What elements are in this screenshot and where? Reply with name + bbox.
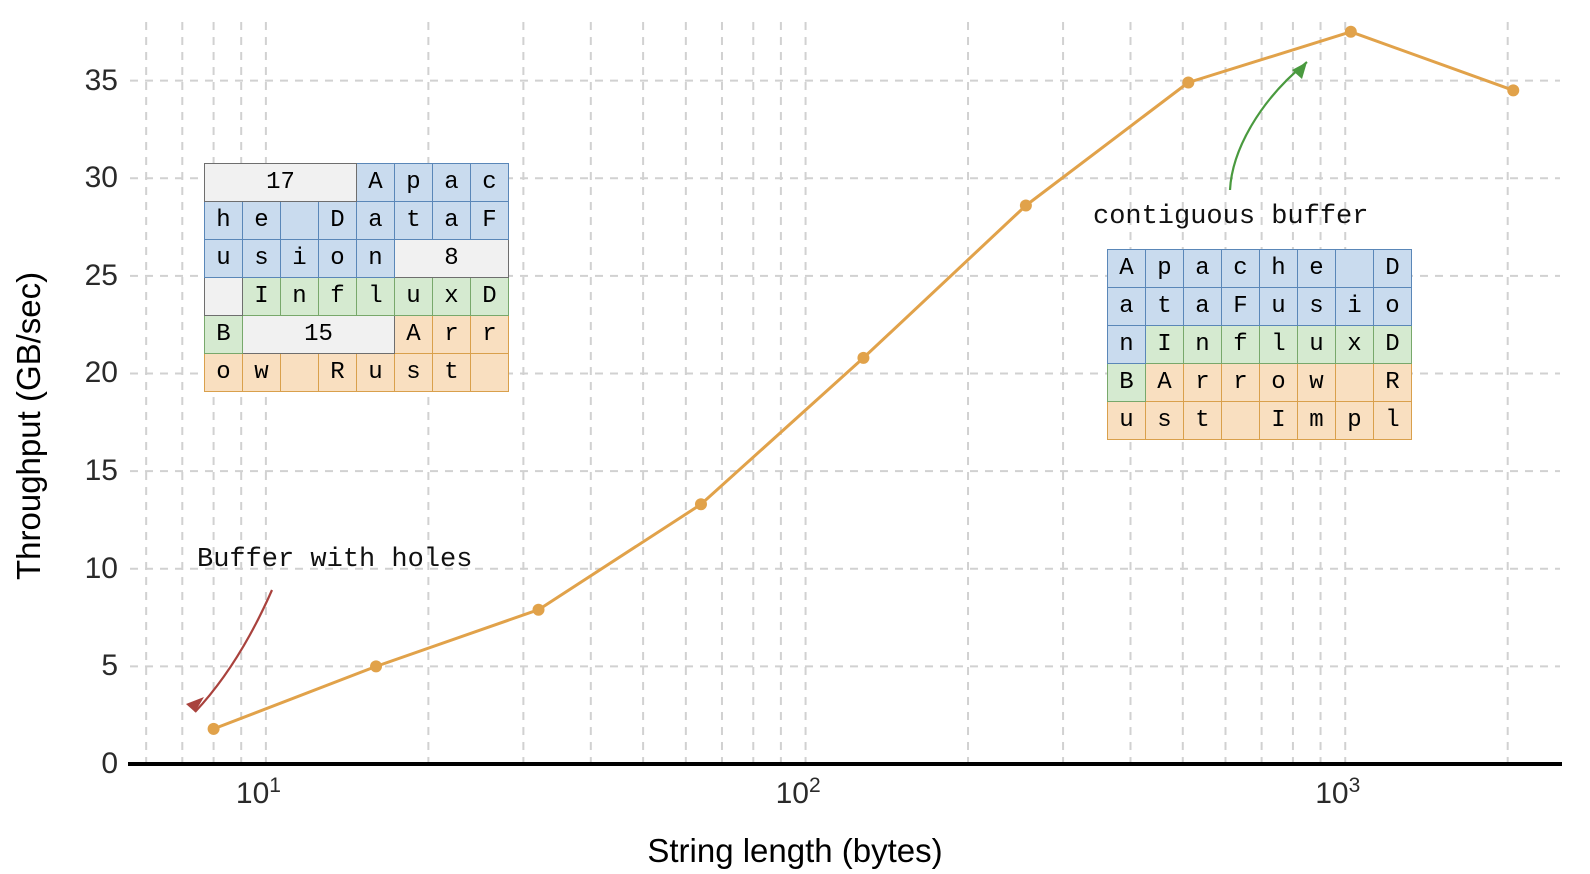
- table-cell: r: [433, 316, 471, 354]
- table-cell: [1222, 402, 1260, 440]
- table-cell: A: [357, 164, 395, 202]
- table-cell: [281, 354, 319, 392]
- x-axis-label: String length (bytes): [0, 832, 1590, 870]
- table-cell: c: [471, 164, 509, 202]
- table-cell: s: [243, 240, 281, 278]
- table-cell: r: [1222, 364, 1260, 402]
- table-cell: p: [1336, 402, 1374, 440]
- table-cell: n: [1108, 326, 1146, 364]
- y-tick: 0: [101, 747, 118, 781]
- table-cell: x: [433, 278, 471, 316]
- table-cell: 8: [395, 240, 509, 278]
- table-cell: t: [1184, 402, 1222, 440]
- y-tick: 15: [85, 454, 118, 488]
- annotation-buffer-with-holes: Buffer with holes: [197, 545, 472, 575]
- x-tick: 101: [236, 774, 281, 811]
- table-cell: e: [243, 202, 281, 240]
- table-cell: w: [243, 354, 281, 392]
- table-cell: w: [1298, 364, 1336, 402]
- table-cell: 17: [205, 164, 357, 202]
- figure: Throughput (GB/sec) String length (bytes…: [0, 0, 1590, 874]
- table-cell: n: [357, 240, 395, 278]
- table-cell: B: [1108, 364, 1146, 402]
- table-cell: a: [1184, 250, 1222, 288]
- table-cell: a: [357, 202, 395, 240]
- table-cell: s: [395, 354, 433, 392]
- table-cell: l: [1374, 402, 1412, 440]
- table-cell: I: [1260, 402, 1298, 440]
- table-cell: o: [1374, 288, 1412, 326]
- table-cell: h: [1260, 250, 1298, 288]
- table-cell: s: [1298, 288, 1336, 326]
- table-cell: t: [395, 202, 433, 240]
- table-cell: f: [1222, 326, 1260, 364]
- table-cell: h: [205, 202, 243, 240]
- table-cell: r: [471, 316, 509, 354]
- table-cell: R: [1374, 364, 1412, 402]
- table-cell: p: [395, 164, 433, 202]
- y-tick: 10: [85, 552, 118, 586]
- table-cell: D: [1374, 250, 1412, 288]
- y-tick: 5: [101, 649, 118, 683]
- table-cell: n: [1184, 326, 1222, 364]
- y-tick: 25: [85, 259, 118, 293]
- table-cell: a: [433, 164, 471, 202]
- inset-table-contiguous-buffer: ApacheDataFusionInfluxDBArrowRustImpl: [1107, 249, 1412, 440]
- table-cell: t: [433, 354, 471, 392]
- table-cell: l: [357, 278, 395, 316]
- table-cell: u: [395, 278, 433, 316]
- table-cell: A: [1108, 250, 1146, 288]
- inset-table-buffer-with-holes: 17ApacheDataFusion8InfluxDB15ArrowRust: [204, 163, 509, 392]
- table-cell: B: [205, 316, 243, 354]
- table-cell: [471, 354, 509, 392]
- table-cell: u: [357, 354, 395, 392]
- table-cell: u: [205, 240, 243, 278]
- table-cell: m: [1298, 402, 1336, 440]
- y-tick: 35: [85, 64, 118, 98]
- table-cell: u: [1108, 402, 1146, 440]
- table-cell: R: [319, 354, 357, 392]
- table-cell: D: [471, 278, 509, 316]
- table-cell: A: [1146, 364, 1184, 402]
- annotation-contiguous-buffer: contiguous buffer: [1093, 202, 1368, 232]
- table-cell: a: [433, 202, 471, 240]
- table-cell: r: [1184, 364, 1222, 402]
- table-cell: s: [1146, 402, 1184, 440]
- table-cell: p: [1146, 250, 1184, 288]
- table-cell: D: [319, 202, 357, 240]
- y-tick: 30: [85, 161, 118, 195]
- table-cell: D: [1374, 326, 1412, 364]
- table-cell: 15: [243, 316, 395, 354]
- x-tick: 103: [1315, 774, 1360, 811]
- table-cell: a: [1108, 288, 1146, 326]
- table-cell: [281, 202, 319, 240]
- table-cell: A: [395, 316, 433, 354]
- table-cell: u: [1298, 326, 1336, 364]
- table-cell: I: [243, 278, 281, 316]
- table-cell: o: [319, 240, 357, 278]
- table-cell: o: [205, 354, 243, 392]
- table-cell: e: [1298, 250, 1336, 288]
- table-cell: o: [1260, 364, 1298, 402]
- table-cell: [1336, 364, 1374, 402]
- table-cell: i: [281, 240, 319, 278]
- y-tick: 20: [85, 356, 118, 390]
- table-cell: l: [1260, 326, 1298, 364]
- table-cell: c: [1222, 250, 1260, 288]
- table-cell: n: [281, 278, 319, 316]
- table-cell: a: [1184, 288, 1222, 326]
- y-axis-label: Throughput (GB/sec): [10, 272, 48, 580]
- table-cell: u: [1260, 288, 1298, 326]
- table-cell: F: [471, 202, 509, 240]
- table-cell: x: [1336, 326, 1374, 364]
- table-cell: [205, 278, 243, 316]
- table-cell: I: [1146, 326, 1184, 364]
- table-cell: i: [1336, 288, 1374, 326]
- table-cell: t: [1146, 288, 1184, 326]
- x-tick: 102: [776, 774, 821, 811]
- table-cell: F: [1222, 288, 1260, 326]
- table-cell: f: [319, 278, 357, 316]
- table-cell: [1336, 250, 1374, 288]
